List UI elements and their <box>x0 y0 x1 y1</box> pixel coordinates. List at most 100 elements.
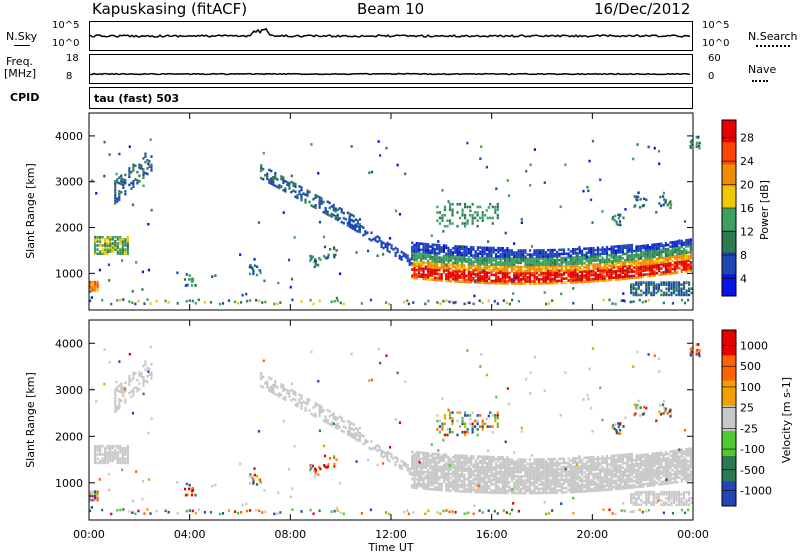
velocity-cell <box>569 465 572 469</box>
power-cell <box>682 293 686 297</box>
velocity-cell <box>571 469 575 473</box>
velocity-cell <box>644 478 647 482</box>
velocity-cell <box>528 472 532 476</box>
velocity-cell <box>506 491 509 495</box>
velocity-cell <box>490 468 493 471</box>
power-cell <box>651 243 654 247</box>
power-cell <box>601 277 604 280</box>
power-cell <box>490 246 493 250</box>
power-cell <box>424 265 427 269</box>
velocity-cell <box>429 475 432 478</box>
velocity-cell <box>454 470 457 474</box>
power-cell <box>415 272 418 276</box>
velocity-cell <box>617 466 620 470</box>
velocity-cell <box>96 446 99 450</box>
power-cell <box>567 279 570 282</box>
velocity-cell <box>553 468 557 471</box>
velocity-cell <box>296 402 299 405</box>
power-cell <box>472 279 475 282</box>
power-cell <box>417 273 421 276</box>
power-cell <box>176 302 179 305</box>
velocity-cell <box>610 486 613 489</box>
power-cell <box>123 179 127 183</box>
power-cell <box>114 188 117 191</box>
power-cell <box>476 264 480 268</box>
velocity-cell <box>648 484 652 487</box>
velocity-cell <box>474 463 477 467</box>
power-cell <box>249 263 252 267</box>
velocity-cell <box>673 472 677 476</box>
power-cell <box>587 267 591 271</box>
power-cell <box>485 248 489 252</box>
velocity-cell <box>501 464 504 468</box>
power-cell <box>411 249 414 253</box>
power-cell <box>124 190 127 193</box>
velocity-cell <box>490 455 493 459</box>
velocity-cell <box>569 463 572 467</box>
power-cell <box>542 275 545 279</box>
power-cell <box>671 253 674 256</box>
power-cell <box>556 271 559 274</box>
velocity-cell <box>626 469 629 473</box>
velocity-cell <box>655 497 658 500</box>
velocity-cell <box>558 474 561 478</box>
velocity-cell <box>562 470 566 473</box>
velocity-cell <box>106 455 109 458</box>
velocity-cell <box>651 454 654 458</box>
velocity-cell <box>104 457 107 460</box>
power-cell <box>667 283 671 286</box>
power-cell <box>286 183 289 187</box>
power-cell <box>560 281 563 285</box>
power-cell <box>501 269 504 273</box>
power-cell <box>526 271 529 275</box>
power-cell <box>544 251 547 254</box>
velocity-cell <box>126 455 129 458</box>
velocity-cell <box>417 474 421 477</box>
power-cell <box>655 285 658 289</box>
power-cell <box>574 266 577 270</box>
power-cell <box>384 301 388 304</box>
power-cell <box>426 243 430 246</box>
velocity-cell <box>565 476 568 479</box>
power-cell <box>619 244 622 248</box>
velocity-cell <box>494 489 498 492</box>
power-cell <box>533 271 536 275</box>
power-cell <box>499 261 502 264</box>
power-cell <box>517 282 520 285</box>
velocity-cell <box>646 476 649 479</box>
power-cell <box>530 245 534 248</box>
power-cell <box>689 256 692 260</box>
power-cell <box>96 287 99 290</box>
velocity-cell <box>485 491 489 494</box>
power-cell <box>483 279 486 283</box>
power-cell <box>436 256 439 259</box>
power-cell <box>94 235 97 239</box>
velocity-cell <box>651 463 654 466</box>
velocity-cell <box>451 485 455 488</box>
velocity-cell <box>646 459 649 463</box>
velocity-cell <box>535 468 538 472</box>
velocity-cell <box>463 479 466 483</box>
power-cell <box>368 171 371 175</box>
velocity-cell <box>506 468 509 472</box>
power-cell <box>632 291 635 295</box>
power-cell <box>408 263 411 267</box>
power-cell <box>610 270 613 273</box>
power-cell <box>651 251 654 255</box>
power-cell <box>537 267 541 271</box>
power-cell <box>648 264 652 268</box>
power-cell <box>456 265 459 269</box>
power-cell <box>120 180 123 183</box>
power-cell <box>91 284 94 288</box>
power-cell <box>603 275 606 278</box>
power-cell <box>485 256 489 260</box>
power-cell <box>510 257 513 261</box>
velocity-cell <box>624 480 627 484</box>
velocity-cell <box>436 452 439 456</box>
power-cell <box>528 267 532 271</box>
power-cell <box>497 267 500 271</box>
velocity-cell <box>614 464 618 468</box>
power-cell <box>116 178 119 181</box>
power-cell <box>658 267 661 271</box>
power-cell <box>669 251 672 255</box>
